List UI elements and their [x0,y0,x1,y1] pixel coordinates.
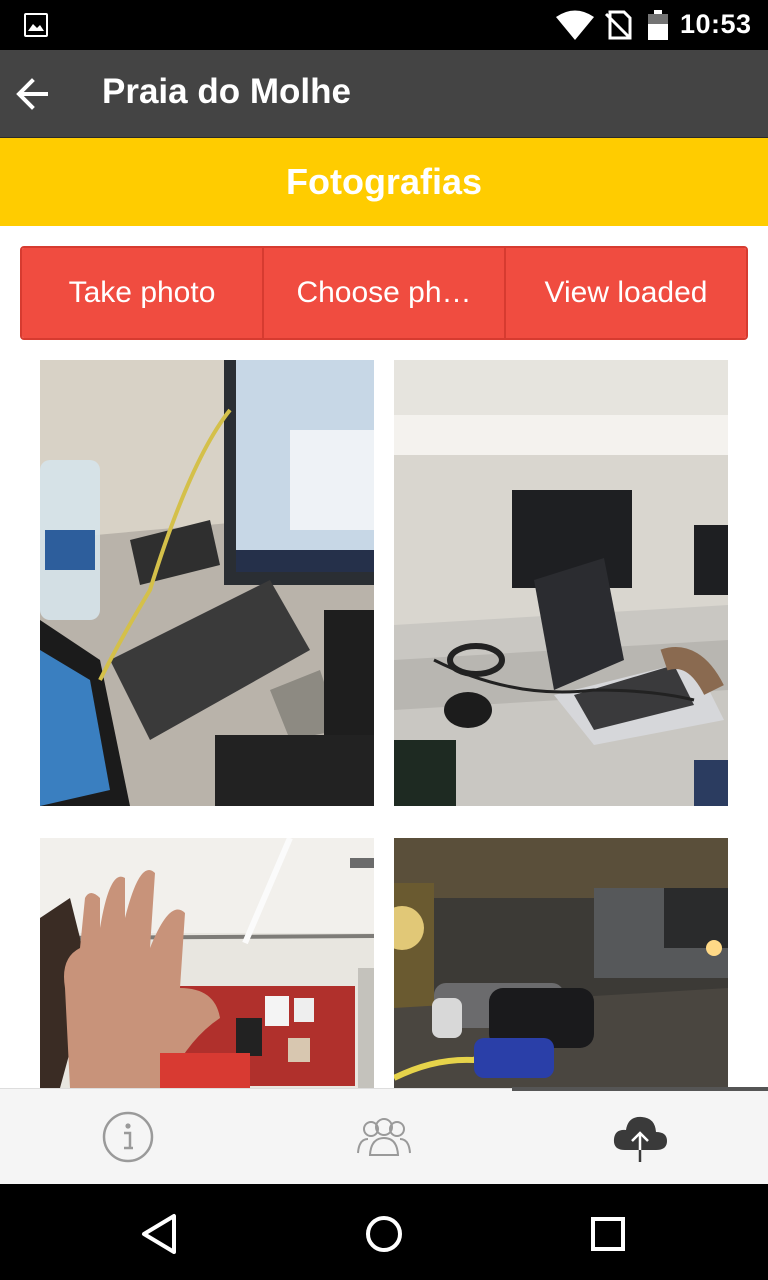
people-icon [357,1118,411,1156]
tab-upload[interactable] [512,1089,768,1185]
photo-thumbnail[interactable] [40,838,374,1088]
back-button[interactable] [12,74,52,114]
battery-icon [648,10,668,40]
active-tab-indicator [512,1087,768,1091]
section-title: Fotografias [285,161,482,202]
home-circle-icon[interactable] [360,1210,408,1258]
tab-info[interactable] [0,1089,256,1185]
app-bar: Praia do Molhe [0,50,768,137]
choose-photo-button[interactable]: Choose ph… [262,248,504,338]
info-icon [102,1111,154,1163]
tab-people[interactable] [256,1089,512,1185]
gallery-notification-icon [24,13,48,37]
no-sim-icon [604,10,632,40]
cloud-upload-icon [613,1116,667,1162]
photo-thumbnail[interactable] [394,360,728,806]
system-nav-bar [0,1184,768,1280]
photo-actions: Take photo Choose ph… View loaded [20,246,748,340]
photo-thumbnail[interactable] [40,360,374,806]
bottom-tab-bar [0,1087,768,1185]
status-bar: 10:53 [0,0,768,50]
section-header: Fotografias [0,137,768,226]
view-loaded-button[interactable]: View loaded [504,248,746,338]
wifi-icon [556,10,594,40]
take-photo-button[interactable]: Take photo [22,248,262,338]
arrow-left-icon [16,78,48,110]
recents-square-icon[interactable] [584,1210,632,1258]
status-time: 10:53 [680,9,752,39]
page-title: Praia do Molhe [102,72,351,111]
photo-thumbnail[interactable] [394,838,728,1088]
back-triangle-icon[interactable] [136,1210,184,1258]
